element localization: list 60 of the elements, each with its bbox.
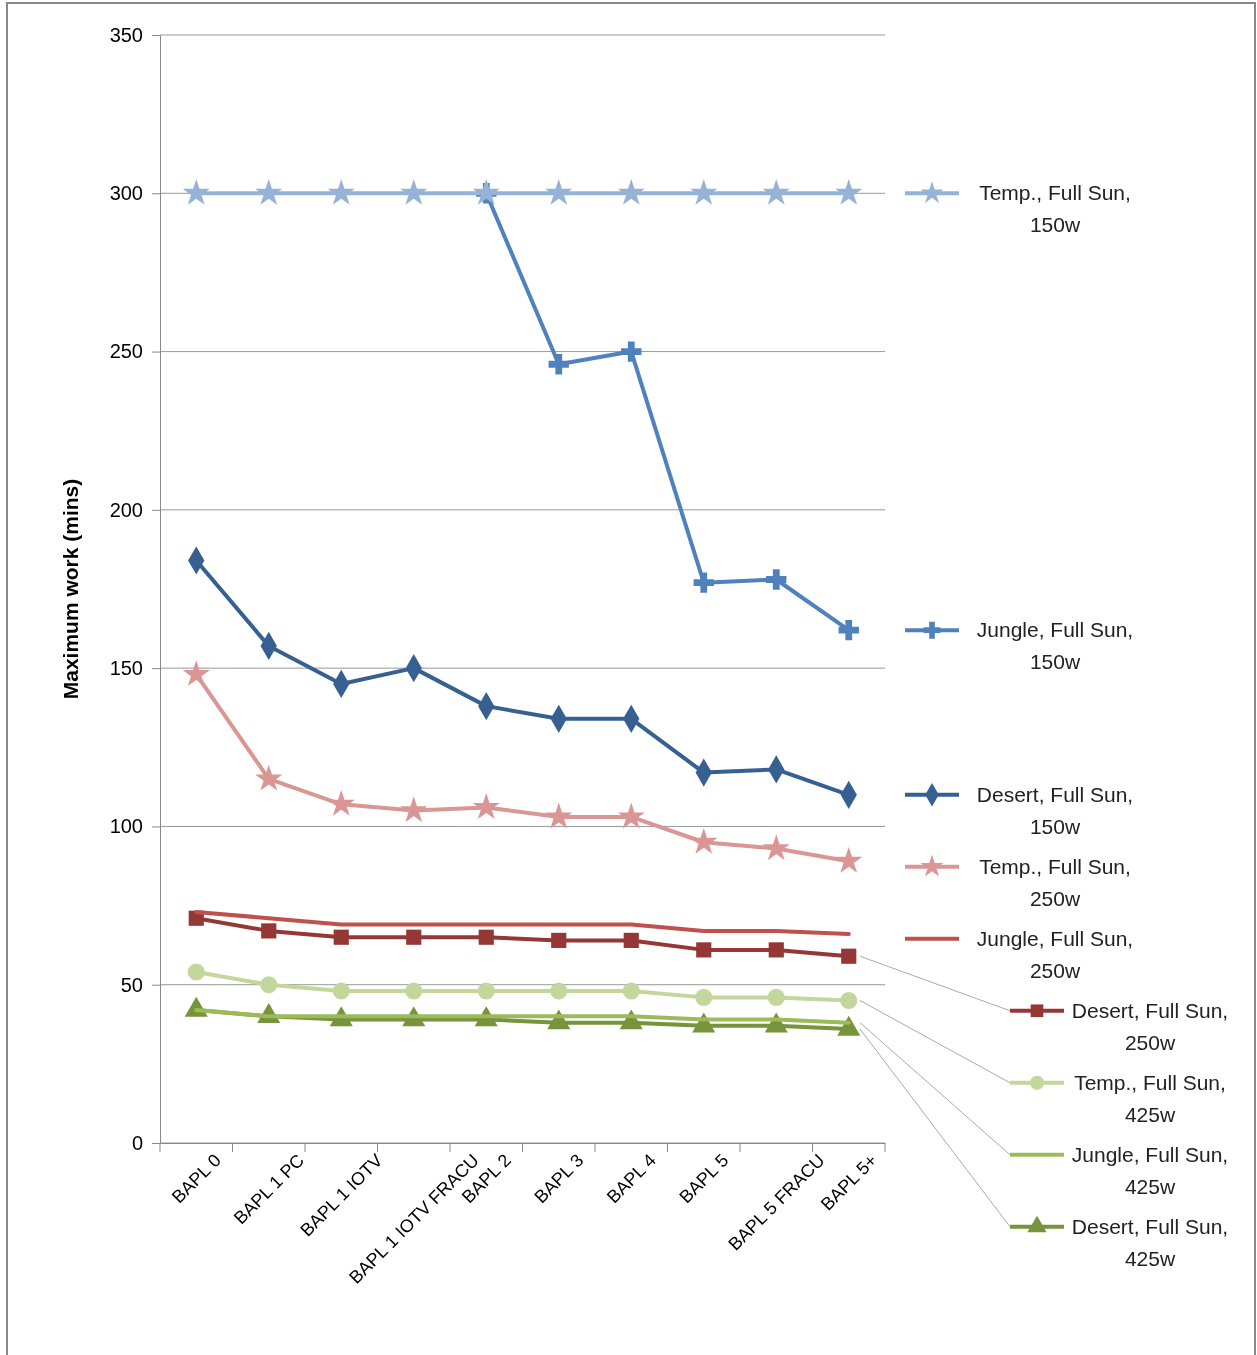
- point: [690, 178, 718, 205]
- point: [695, 988, 713, 1006]
- y-tick-label: 100: [109, 815, 143, 838]
- point: [762, 178, 790, 205]
- y-tick-label: 200: [109, 498, 143, 521]
- point: [333, 929, 349, 945]
- point: [835, 846, 863, 873]
- point: [332, 982, 350, 1000]
- point: [545, 178, 573, 205]
- point: [693, 572, 714, 593]
- point: [545, 802, 573, 829]
- point: [840, 992, 858, 1010]
- point: [406, 929, 422, 945]
- legend-label: Desert, Full Sun, 250w: [1071, 998, 1229, 1054]
- point: [550, 982, 568, 1000]
- point: [617, 178, 645, 205]
- point: [551, 932, 567, 948]
- legend-label: Desert, Full Sun, 150w: [976, 782, 1134, 838]
- y-tick-label: 50: [120, 973, 143, 996]
- point: [472, 793, 500, 820]
- point: [182, 660, 210, 687]
- point: [327, 178, 355, 205]
- point: [260, 976, 278, 994]
- legend-label: Jungle, Full Sun, 150w: [976, 618, 1134, 674]
- y-tick-label: 350: [109, 23, 143, 46]
- point: [622, 982, 640, 1000]
- point: [472, 178, 500, 205]
- y-axis-title: Maximum work (mins): [59, 478, 82, 700]
- legend-label: Temp., Full Sun, 150w: [979, 181, 1131, 237]
- point: [400, 178, 428, 205]
- legend-label: Temp., Full Sun, 425w: [1074, 1070, 1226, 1126]
- legend-label: Jungle, Full Sun, 250w: [976, 926, 1134, 982]
- point: [261, 923, 277, 939]
- point: [182, 178, 210, 205]
- legend-label: Jungle, Full Sun, 425w: [1071, 1142, 1229, 1198]
- point: [477, 982, 495, 1000]
- point: [838, 619, 859, 641]
- y-tick-label: 300: [109, 182, 143, 205]
- point: [623, 932, 639, 948]
- point: [767, 988, 785, 1006]
- y-tick-label: 0: [131, 1131, 143, 1154]
- point: [255, 178, 283, 205]
- point: [696, 942, 712, 958]
- point: [548, 354, 569, 375]
- point: [255, 764, 283, 791]
- point: [405, 982, 423, 1000]
- legend-label: Desert, Full Sun, 425w: [1071, 1214, 1229, 1270]
- y-tick-label: 250: [109, 340, 143, 363]
- y-tick-label: 150: [109, 657, 143, 680]
- point: [478, 929, 494, 945]
- point: [617, 802, 645, 829]
- point: [621, 341, 642, 362]
- point: [835, 178, 863, 205]
- point: [762, 834, 790, 861]
- point: [766, 569, 787, 590]
- legend-label: Temp., Full Sun, 250w: [979, 854, 1131, 910]
- point: [768, 942, 784, 958]
- point: [400, 796, 428, 823]
- point: [187, 963, 205, 981]
- point: [841, 948, 857, 964]
